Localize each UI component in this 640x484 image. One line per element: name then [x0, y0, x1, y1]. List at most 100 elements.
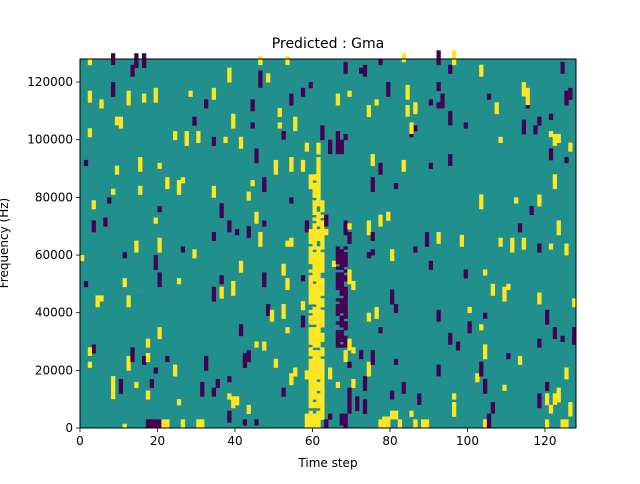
heatmap-cell	[343, 338, 348, 342]
heatmap-cell	[308, 381, 313, 386]
heatmap-cell	[316, 165, 321, 169]
heatmap-cell	[103, 217, 108, 227]
heatmap-cell	[339, 275, 344, 279]
heatmap-cell	[316, 286, 321, 291]
heatmap-cell	[142, 93, 147, 103]
heatmap-cell	[312, 191, 317, 195]
heatmap-cell	[320, 416, 325, 420]
heatmap-cell	[114, 165, 120, 175]
heatmap-cell	[382, 416, 387, 428]
heatmap-cell	[339, 249, 344, 253]
heatmap-cell	[316, 387, 321, 391]
heatmap-cell	[312, 332, 317, 337]
heatmap-cell	[393, 304, 399, 314]
heatmap-cell	[347, 387, 352, 414]
heatmap-cell	[316, 327, 321, 331]
heatmap-cell	[347, 269, 352, 285]
heatmap-cell	[176, 180, 182, 195]
heatmap-cell	[320, 390, 325, 394]
heatmap-cell	[308, 413, 313, 428]
heatmap-cell	[308, 402, 313, 406]
heatmap-cell	[157, 327, 162, 340]
heatmap-cell	[463, 122, 468, 129]
heatmap-cell	[308, 260, 313, 265]
heatmap-cell	[250, 99, 255, 112]
heatmap-cell	[320, 373, 325, 377]
heatmap-cell	[320, 203, 325, 207]
heatmap-cell	[320, 393, 325, 397]
heatmap-cell	[316, 171, 321, 175]
heatmap-cell	[320, 309, 325, 314]
heatmap-cell	[145, 390, 151, 400]
heatmap-cell	[320, 255, 325, 259]
heatmap-cell	[548, 148, 554, 161]
heatmap-cell	[204, 99, 209, 109]
heatmap-cell	[308, 301, 313, 305]
heatmap-cell	[339, 252, 344, 256]
heatmap-cell	[316, 159, 321, 164]
heatmap-cell	[142, 53, 147, 69]
heatmap-cell	[176, 399, 182, 406]
heatmap-cell	[347, 90, 352, 97]
heatmap-cell	[149, 378, 155, 389]
y-tick-label: 40000	[35, 306, 73, 320]
heatmap-cell	[316, 269, 321, 273]
heatmap-cell	[502, 384, 507, 391]
heatmap-cell	[339, 255, 344, 259]
heatmap-cell	[312, 390, 317, 394]
heatmap-cell	[552, 133, 558, 146]
heatmap-cell	[312, 275, 317, 279]
heatmap-cell	[335, 341, 341, 345]
heatmap-cell	[223, 136, 228, 144]
heatmap-cell	[285, 278, 290, 291]
heatmap-cell	[312, 194, 317, 198]
heatmap-cell	[366, 105, 372, 118]
heatmap-cell	[343, 286, 348, 291]
heatmap-cell	[316, 301, 321, 305]
heatmap-cell	[343, 350, 348, 363]
heatmap-cell	[87, 59, 93, 66]
heatmap-cell	[316, 145, 321, 149]
heatmap-cell	[339, 257, 344, 262]
heatmap-cell	[312, 203, 317, 207]
heatmap-cell	[80, 255, 85, 262]
heatmap-cell	[320, 237, 325, 242]
heatmap-cell	[335, 381, 341, 389]
heatmap-cell	[308, 390, 313, 394]
heatmap-cell	[339, 332, 344, 337]
heatmap-cell	[308, 364, 313, 368]
heatmap-cell	[312, 381, 317, 386]
heatmap-cell	[262, 272, 267, 288]
heatmap-cell	[328, 367, 333, 380]
heatmap-cell	[335, 260, 341, 265]
heatmap-cell	[266, 304, 271, 316]
heatmap-cell	[370, 231, 375, 242]
heatmap-cell	[316, 338, 321, 342]
heatmap-cell	[386, 82, 391, 97]
heatmap-cell	[254, 148, 259, 164]
heatmap-cell	[312, 315, 317, 319]
heatmap-cell	[227, 376, 232, 383]
heatmap-cell	[308, 404, 313, 409]
heatmap-cell	[277, 122, 282, 129]
heatmap-cell	[335, 257, 341, 262]
heatmap-cell	[161, 419, 166, 428]
heatmap-cell	[339, 292, 344, 296]
heatmap-cell	[347, 231, 352, 244]
heatmap-cell	[312, 217, 317, 221]
heatmap-cell	[316, 180, 321, 184]
heatmap-cell	[335, 252, 341, 256]
heatmap-cell	[316, 344, 321, 348]
heatmap-cell	[335, 329, 341, 334]
heatmap-cell	[316, 355, 321, 360]
heatmap-cell	[122, 252, 127, 259]
heatmap-cell	[316, 185, 321, 190]
heatmap-cell	[479, 64, 484, 77]
heatmap-cell	[324, 229, 329, 236]
heatmap-cell	[149, 419, 155, 428]
heatmap-cell	[374, 306, 379, 319]
heatmap-cell	[246, 350, 251, 363]
heatmap-cell	[552, 327, 558, 340]
heatmap-cell	[537, 243, 542, 253]
heatmap-cell	[316, 272, 321, 276]
